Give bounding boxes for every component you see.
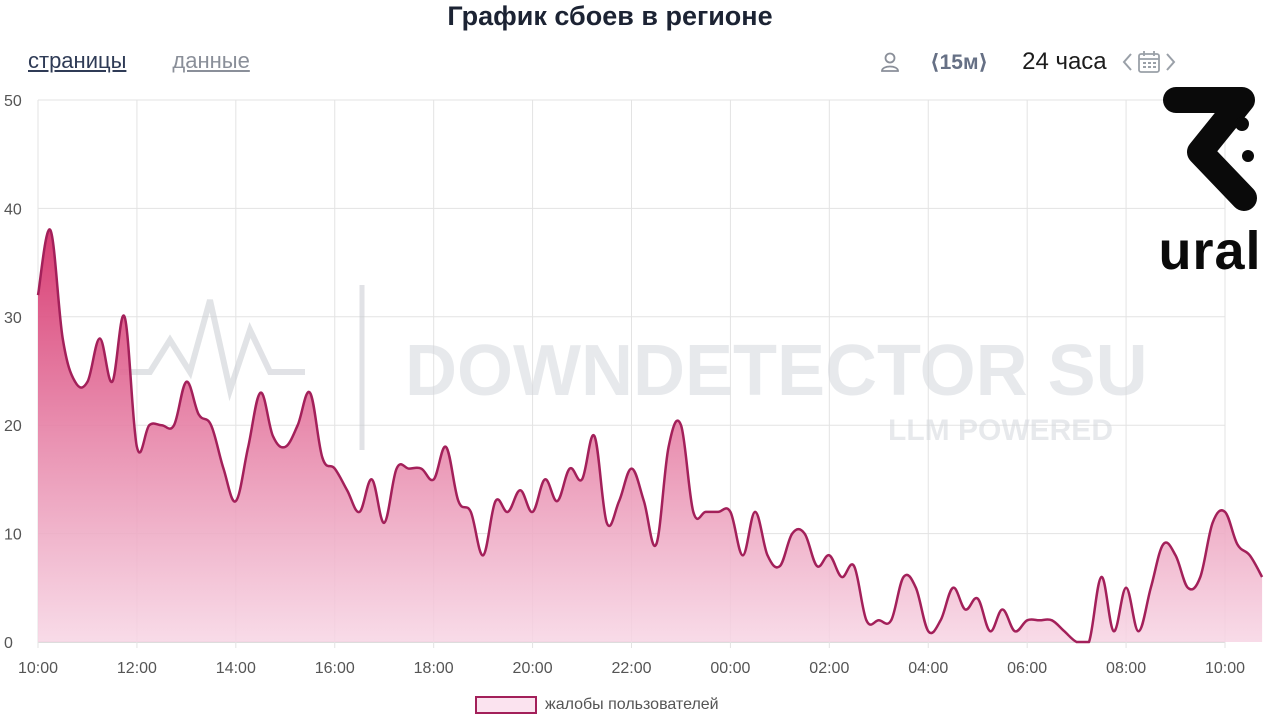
x-tick-label: 02:00 [809,660,849,677]
x-tick-label: 16:00 [315,660,355,677]
chart-title: График сбоев в регионе [447,1,773,31]
x-axis: 10:00 12:00 14:00 16:00 18:00 20:00 22:00 00:00… [18,660,1245,677]
x-tick-label: 18:00 [414,660,454,677]
tab-pages[interactable]: страницы [28,48,127,73]
x-tick-label: 00:00 [710,660,750,677]
x-tick-label: 10:00 [18,660,58,677]
y-tick-label: 20 [4,418,22,435]
calendar-picker[interactable] [1121,49,1177,75]
y-tick-label: 50 [4,93,22,110]
x-tick-label: 14:00 [216,660,256,677]
x-tick-label: 06:00 [1007,660,1047,677]
watermark: DOWNDETECTOR SU LLM POWERED [120,285,1148,450]
x-tick-label: 20:00 [513,660,553,677]
view-tabs: страницы данные [28,48,250,74]
user-icon[interactable] [880,51,900,73]
chart-legend[interactable]: жалобы пользователей [475,696,719,714]
legend-label: жалобы пользователей [545,696,719,713]
y-tick-label: 10 [4,527,22,544]
watermark-sub-text: LLM POWERED [888,414,1113,447]
y-tick-label: 0 [4,635,13,652]
series-area [38,229,1263,642]
logo-text: ural [1158,221,1262,281]
chevron-left-icon [1122,53,1132,71]
y-tick-label: 30 [4,310,22,327]
tab-data[interactable]: данные [172,48,250,73]
x-tick-label: 04:00 [908,660,948,677]
x-tick-label: 22:00 [611,660,651,677]
ural-logo-icon [1163,87,1257,211]
chart-controls: ⟨15м⟩ 24 часа [880,44,1177,80]
chevron-right-icon [1165,53,1175,71]
y-tick-label: 40 [4,201,22,218]
interval-step-selector[interactable]: ⟨15м⟩ [930,50,989,74]
y-axis: 0 10 20 30 40 50 [4,93,22,652]
x-tick-label: 12:00 [117,660,157,677]
watermark-pulse-icon [120,299,305,402]
watermark-main-text: DOWNDETECTOR SU [405,331,1148,411]
x-tick-label: 08:00 [1106,660,1146,677]
x-tick-label: 10:00 [1205,660,1245,677]
time-range-label: 24 часа [1022,48,1107,75]
series-line [36,228,1264,644]
legend-swatch [475,696,537,714]
calendar-icon [1137,51,1160,73]
